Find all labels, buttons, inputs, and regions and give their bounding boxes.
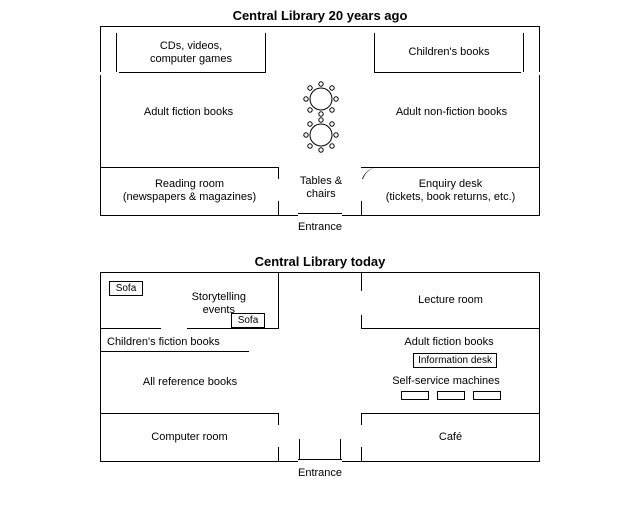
plan-today: Storytellingevents Sofa Sofa Lecture roo… <box>100 272 540 462</box>
entrance-slot-today <box>298 459 342 463</box>
room-reference: All reference books <box>101 358 279 406</box>
kiosk-3 <box>473 391 501 400</box>
info-desk: Information desk <box>413 353 497 368</box>
room-cds: CDs, videos,computer games <box>116 33 266 73</box>
title-past: Central Library 20 years ago <box>0 8 640 23</box>
entrance-slot-past <box>298 213 342 217</box>
kiosk-1 <box>401 391 429 400</box>
entrance-label-past: Entrance <box>298 221 342 233</box>
sofa-1: Sofa <box>109 281 143 296</box>
room-adult-fiction-past: Adult fiction books <box>101 87 276 137</box>
room-child-fiction: Children's fiction books <box>107 336 267 349</box>
room-computer: Computer room <box>101 413 279 461</box>
sofa-2: Sofa <box>231 313 265 328</box>
entrance-label-today: Entrance <box>298 467 342 479</box>
room-lecture: Lecture room <box>361 273 539 329</box>
kiosk-2 <box>437 391 465 400</box>
self-service-label: Self-service machines <box>371 375 521 388</box>
title-today: Central Library today <box>0 254 640 269</box>
room-adult-nonfiction: Adult non-fiction books <box>364 87 539 137</box>
room-childrens: Children's books <box>374 33 524 73</box>
room-adult-fiction-today: Adult fiction books <box>369 336 529 349</box>
room-enquiry: Enquiry desk(tickets, book returns, etc.… <box>361 167 539 215</box>
tables-label: Tables &chairs <box>296 175 346 200</box>
tables-icon <box>293 79 349 169</box>
room-reading: Reading room(newspapers & magazines) <box>101 167 279 215</box>
plan-past: CDs, videos,computer games Children's bo… <box>100 26 540 216</box>
room-cafe: Café <box>361 413 539 461</box>
